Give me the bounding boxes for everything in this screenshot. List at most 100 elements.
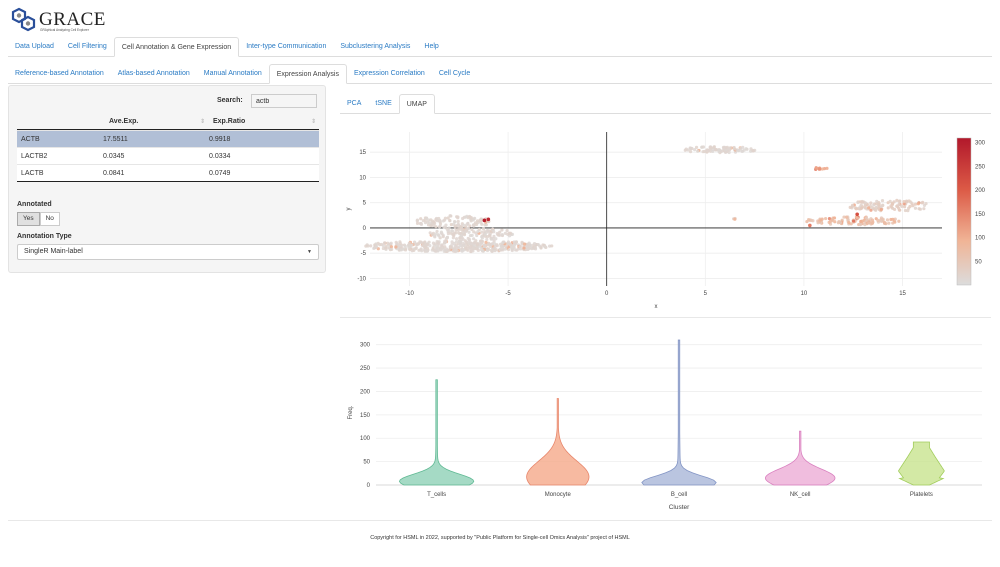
scatter-point bbox=[727, 147, 731, 151]
scatter-point bbox=[859, 222, 863, 226]
scatter-point bbox=[920, 201, 924, 205]
tab-cell-filtering[interactable]: Cell Filtering bbox=[67, 43, 107, 50]
scatter-point bbox=[476, 248, 480, 253]
cell-ave-exp: 0.0841 bbox=[103, 170, 125, 177]
column-header-ave-exp[interactable]: Ave.Exp. bbox=[109, 118, 139, 125]
scatter-point bbox=[891, 221, 895, 225]
violin-plot[interactable]: 0 50 100 150 200 250 300 T_cells Monocyte B_cell N… bbox=[340, 332, 1000, 522]
scatter-point bbox=[811, 219, 815, 223]
search-label: Search: bbox=[217, 97, 243, 104]
scatter-point bbox=[526, 247, 530, 252]
table-row[interactable]: LACTB 0.0841 0.0749 bbox=[17, 164, 319, 181]
scatter-point bbox=[815, 166, 819, 170]
scatter-point bbox=[694, 145, 699, 149]
table-row[interactable]: LACTB2 0.0345 0.0334 bbox=[17, 147, 319, 164]
scatter-point bbox=[504, 244, 508, 248]
scatter-point bbox=[439, 248, 443, 252]
scatter-point bbox=[386, 241, 390, 245]
scatter-point bbox=[832, 216, 837, 220]
y-tick-label: -5 bbox=[361, 251, 367, 257]
x-tick-label: Monocyte bbox=[545, 492, 572, 498]
tab-inter-type-communication[interactable]: Inter-type Communication bbox=[246, 43, 327, 50]
scatter-point bbox=[438, 222, 443, 226]
scatter-point bbox=[717, 149, 721, 154]
scatter-point bbox=[492, 239, 496, 243]
scatter-point bbox=[449, 246, 453, 250]
scatter-point bbox=[846, 218, 850, 222]
scatter-point bbox=[870, 205, 874, 210]
scatter-point bbox=[474, 247, 478, 251]
scatter-point bbox=[895, 198, 899, 202]
scatter-point bbox=[713, 147, 718, 152]
scatter-point bbox=[434, 249, 438, 253]
sidebar-panel: Search: Ave.Exp. ⇕ Exp.Ratio ⇕ ACTB 17.5… bbox=[8, 85, 326, 273]
scatter-point bbox=[478, 219, 482, 223]
scatter-point bbox=[449, 231, 453, 235]
sort-icon[interactable]: ⇕ bbox=[200, 119, 206, 125]
colorbar-tick-label: 250 bbox=[975, 164, 986, 170]
umap-plot[interactable]: -10 -5 0 5 10 15 -10 -5 0 5 10 15 x y 50 100 150 200 250 30… bbox=[340, 126, 1000, 316]
tab-subclustering[interactable]: Subclustering Analysis bbox=[340, 43, 411, 50]
y-tick-label: 300 bbox=[360, 343, 371, 349]
scatter-point bbox=[416, 242, 420, 246]
scatter-point bbox=[475, 233, 479, 238]
violin-B_cell bbox=[641, 339, 717, 486]
scatter-point bbox=[876, 218, 880, 222]
scatter-point bbox=[744, 147, 748, 151]
gene-search-input[interactable] bbox=[251, 94, 317, 108]
scatter-point bbox=[852, 219, 856, 223]
subtab-manual-annotation[interactable]: Manual Annotation bbox=[203, 70, 262, 77]
x-tick-label: NK_cell bbox=[790, 492, 811, 498]
scatter-point bbox=[739, 146, 743, 151]
y-tick-label: 200 bbox=[360, 389, 371, 395]
scatter-point bbox=[450, 242, 454, 247]
subtab-reference-annotation[interactable]: Reference-based Annotation bbox=[15, 70, 104, 77]
scatter-point bbox=[859, 219, 863, 224]
column-header-exp-ratio[interactable]: Exp.Ratio bbox=[213, 118, 246, 125]
scatter-point bbox=[381, 246, 385, 251]
scatter-point bbox=[827, 220, 831, 224]
y-tick-label: 100 bbox=[360, 436, 371, 442]
tab-cell-annotation[interactable]: Cell Annotation & Gene Expression bbox=[113, 37, 240, 57]
scatter-point bbox=[439, 230, 443, 234]
annotation-type-select[interactable]: SingleR Main-label ▼ bbox=[17, 244, 319, 260]
subtab-expression-analysis[interactable]: Expression Analysis bbox=[268, 64, 347, 84]
scatter-point bbox=[488, 244, 492, 248]
table-row[interactable]: ACTB 17.5511 0.9918 bbox=[17, 130, 319, 147]
scatter-point bbox=[455, 249, 459, 253]
scatter-point bbox=[442, 218, 447, 222]
scatter-point bbox=[452, 233, 456, 238]
subtab-cell-cycle[interactable]: Cell Cycle bbox=[438, 70, 471, 77]
scatter-point bbox=[732, 147, 736, 151]
scatter-point bbox=[471, 223, 476, 227]
subtab-expression-correlation[interactable]: Expression Correlation bbox=[354, 70, 425, 77]
scatter-point bbox=[870, 218, 875, 222]
scatter-point bbox=[488, 234, 492, 238]
scatter-point bbox=[378, 243, 382, 247]
scatter-point bbox=[842, 215, 846, 219]
annotation-type-label: Annotation Type bbox=[17, 233, 72, 240]
tab-data-upload[interactable]: Data Upload bbox=[15, 43, 54, 50]
annotated-yes-button[interactable]: Yes bbox=[17, 212, 40, 226]
colorbar-tick-label: 300 bbox=[975, 141, 986, 147]
plot-tab-umap[interactable]: UMAP bbox=[398, 94, 435, 114]
scatter-point bbox=[879, 207, 883, 212]
y-tick-label: 0 bbox=[363, 226, 367, 232]
subtab-atlas-annotation[interactable]: Atlas-based Annotation bbox=[117, 70, 190, 77]
sort-icon[interactable]: ⇕ bbox=[311, 119, 317, 125]
annotated-no-button[interactable]: No bbox=[39, 212, 60, 226]
y-tick-label: 5 bbox=[363, 201, 367, 207]
scatter-point bbox=[907, 199, 911, 203]
plot-tab-tsne[interactable]: tSNE bbox=[375, 100, 392, 107]
scatter-point bbox=[453, 246, 457, 250]
scatter-point bbox=[924, 201, 928, 206]
scatter-point bbox=[503, 231, 507, 236]
scatter-point bbox=[878, 219, 883, 223]
scatter-point bbox=[464, 225, 468, 229]
plot-tab-pca[interactable]: PCA bbox=[347, 100, 362, 107]
x-tick-label: -10 bbox=[405, 291, 414, 297]
tab-help[interactable]: Help bbox=[424, 43, 439, 50]
scatter-point bbox=[480, 230, 484, 234]
scatter-point bbox=[425, 249, 429, 253]
colorbar bbox=[956, 137, 972, 286]
